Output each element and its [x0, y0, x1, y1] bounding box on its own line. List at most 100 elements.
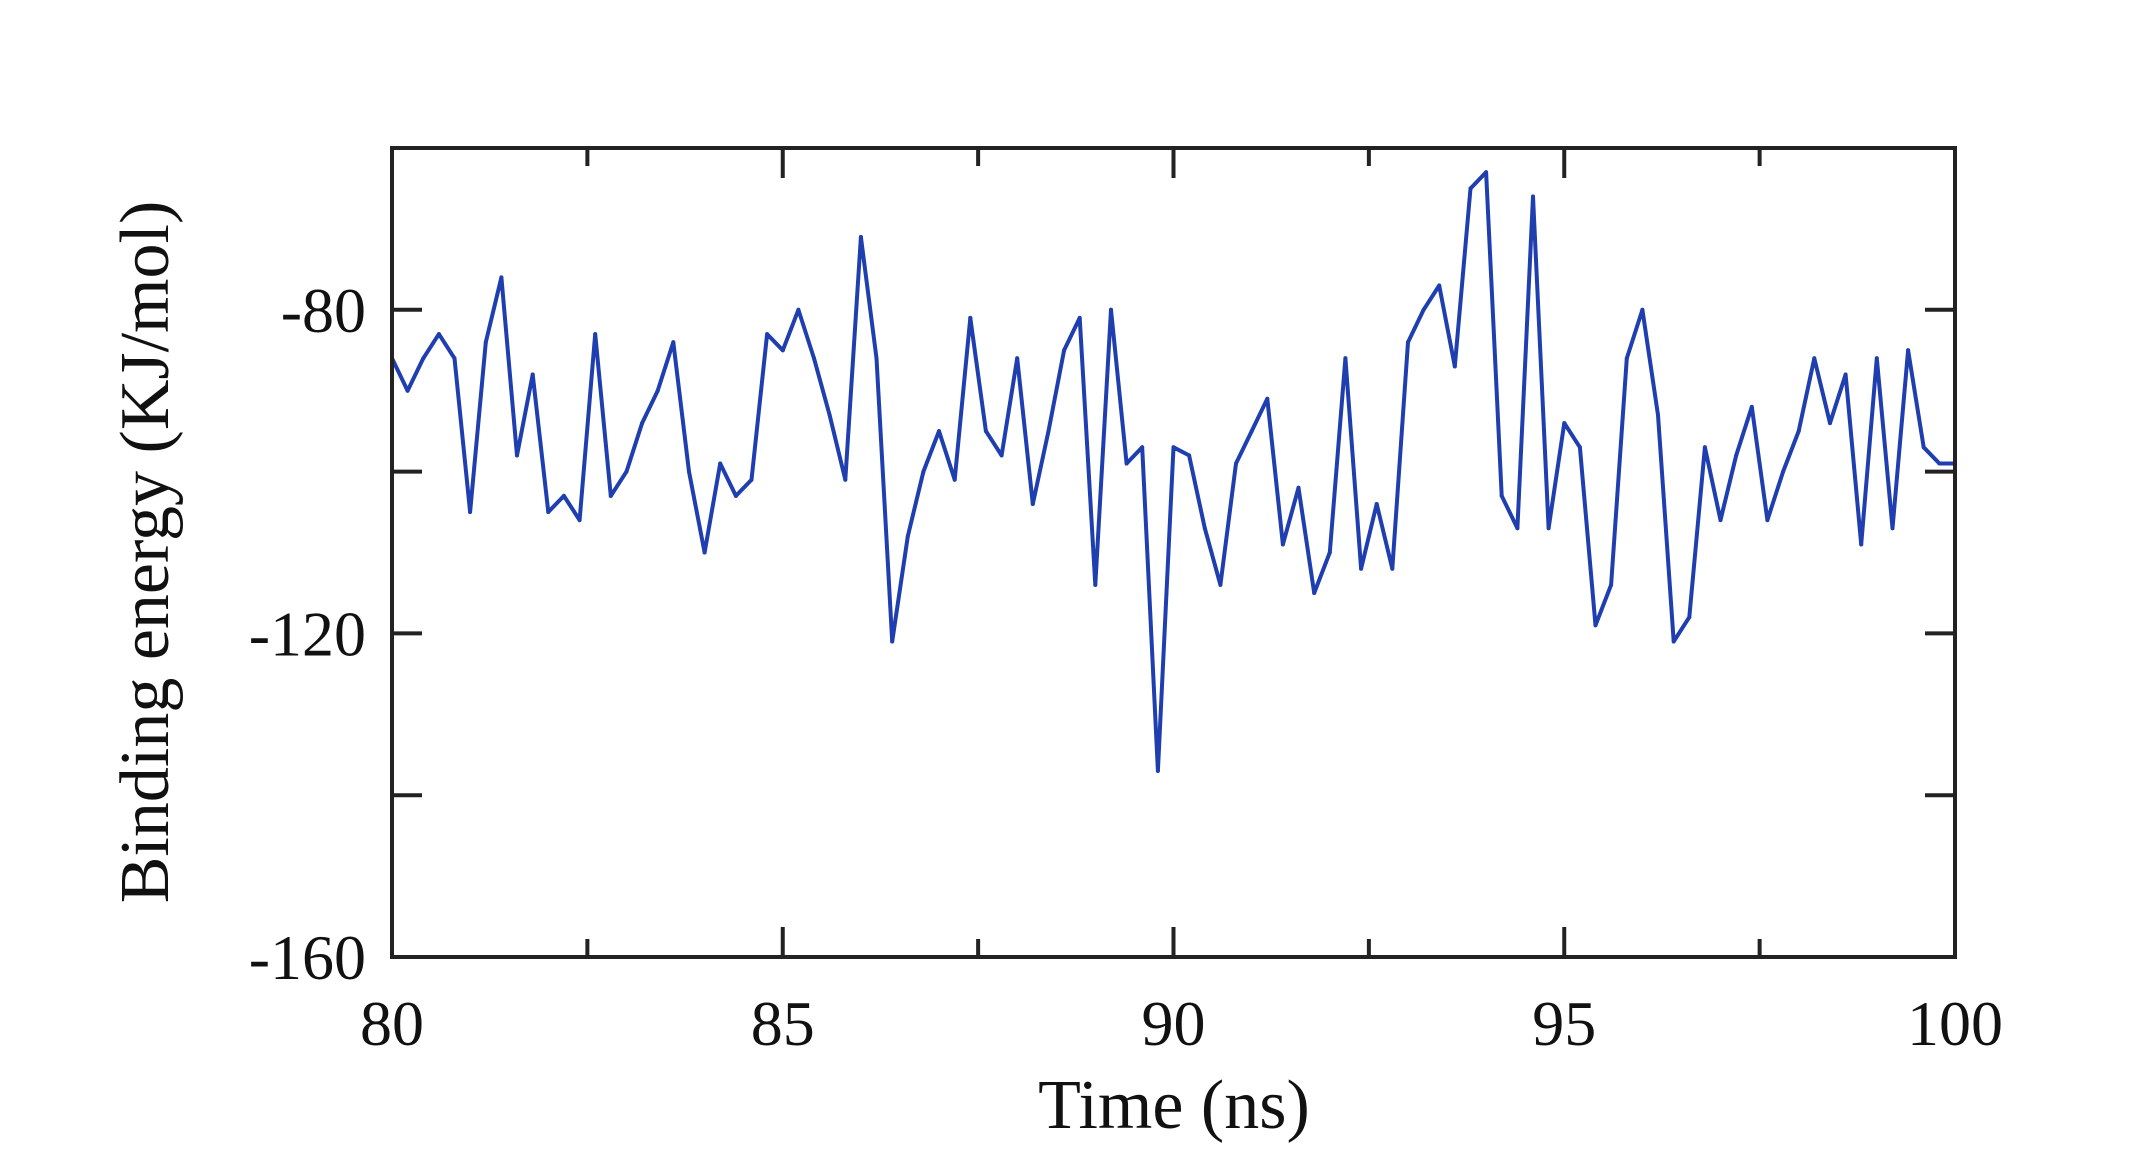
data-point	[421, 356, 426, 361]
data-point	[937, 429, 941, 434]
axis-tick-labels: 80 85 90 95 100 -160 -120 -80	[249, 275, 2003, 1059]
data-point	[1374, 502, 1379, 506]
data-point	[1859, 542, 1864, 547]
data-point	[983, 429, 988, 434]
data-point	[1202, 526, 1207, 531]
x-tick-label: 95	[1532, 988, 1596, 1059]
data-point	[1234, 461, 1238, 466]
data-point	[1828, 421, 1832, 426]
data-point	[436, 332, 441, 337]
data-point	[483, 340, 488, 345]
data-point	[1937, 461, 1942, 466]
x-tick-label: 85	[751, 988, 815, 1059]
data-point	[1437, 283, 1442, 288]
data-point	[749, 477, 754, 482]
data-point	[1906, 348, 1911, 353]
data-point	[1343, 356, 1348, 361]
data-point	[1812, 356, 1817, 361]
data-point	[1671, 639, 1676, 644]
x-tick-label: 100	[1907, 988, 2003, 1059]
data-point	[780, 348, 785, 353]
y-axis-title: Binding energy (KJ/mol)	[107, 201, 184, 904]
data-point	[1093, 582, 1098, 587]
data-point	[1280, 542, 1285, 547]
data-point	[1515, 526, 1520, 531]
data-point	[1046, 429, 1051, 434]
data-point	[858, 235, 863, 239]
data-point	[640, 421, 645, 426]
data-point	[1749, 404, 1754, 409]
data-point	[1187, 453, 1192, 458]
data-point	[1531, 194, 1535, 199]
data-point	[1030, 502, 1035, 506]
data-point	[1546, 526, 1551, 531]
data-point	[905, 534, 910, 539]
data-point	[1702, 445, 1707, 450]
data-point	[655, 388, 660, 393]
data-point	[1874, 356, 1879, 361]
data-point	[1781, 469, 1786, 474]
data-point	[577, 518, 582, 523]
data-point	[843, 477, 848, 482]
data-point	[1796, 429, 1801, 434]
data-point	[468, 510, 473, 514]
axis-ticks	[390, 148, 1957, 959]
data-point	[765, 332, 770, 337]
data-point	[733, 493, 738, 498]
data-point	[1499, 493, 1504, 498]
x-axis-title: Time (ns)	[1038, 1067, 1310, 1144]
data-point	[1718, 518, 1723, 523]
data-point	[1890, 526, 1895, 531]
data-point	[796, 307, 801, 312]
data-point	[921, 469, 926, 474]
data-point	[702, 550, 707, 555]
data-point	[1609, 582, 1614, 587]
y-tick-label: -80	[281, 275, 366, 346]
data-point	[812, 356, 816, 361]
data-point	[1249, 429, 1254, 434]
data-point	[1452, 364, 1457, 369]
data-point	[546, 510, 551, 514]
data-point	[1624, 356, 1629, 361]
data-point	[1656, 413, 1660, 417]
data-point	[530, 372, 535, 377]
data-point	[1218, 582, 1223, 587]
x-tick-label: 90	[1142, 988, 1206, 1059]
data-point	[968, 315, 973, 320]
data-point	[718, 461, 723, 466]
data-point	[1640, 307, 1645, 312]
data-point	[1312, 591, 1317, 595]
data-point	[1562, 421, 1567, 426]
data-point	[1327, 550, 1332, 555]
data-point	[1265, 396, 1270, 401]
data-point	[1077, 315, 1082, 320]
data-point	[452, 356, 457, 361]
data-point	[593, 332, 598, 337]
data-point	[1296, 485, 1301, 490]
data-point	[1577, 445, 1582, 450]
data-point	[1593, 623, 1598, 628]
data-point	[1687, 615, 1692, 620]
data-point	[1921, 445, 1926, 450]
data-point	[561, 493, 566, 498]
data-point	[1390, 566, 1395, 571]
data-point	[1765, 518, 1770, 523]
data-point	[608, 493, 613, 498]
data-point	[1109, 307, 1113, 312]
data-point	[1062, 348, 1067, 353]
data-point	[1171, 445, 1176, 450]
data-point	[405, 388, 410, 393]
y-tick-label: -120	[249, 598, 366, 669]
x-tick-label: 80	[360, 988, 424, 1059]
data-point	[499, 275, 504, 280]
plot-area-background	[392, 148, 1955, 957]
data-point	[1843, 372, 1848, 377]
data-point	[874, 356, 879, 361]
plot-frame	[390, 146, 1957, 959]
data-point	[515, 453, 519, 458]
data-point	[999, 453, 1004, 458]
data-point	[1124, 461, 1129, 466]
data-point	[1406, 340, 1410, 345]
data-point	[1484, 170, 1489, 175]
